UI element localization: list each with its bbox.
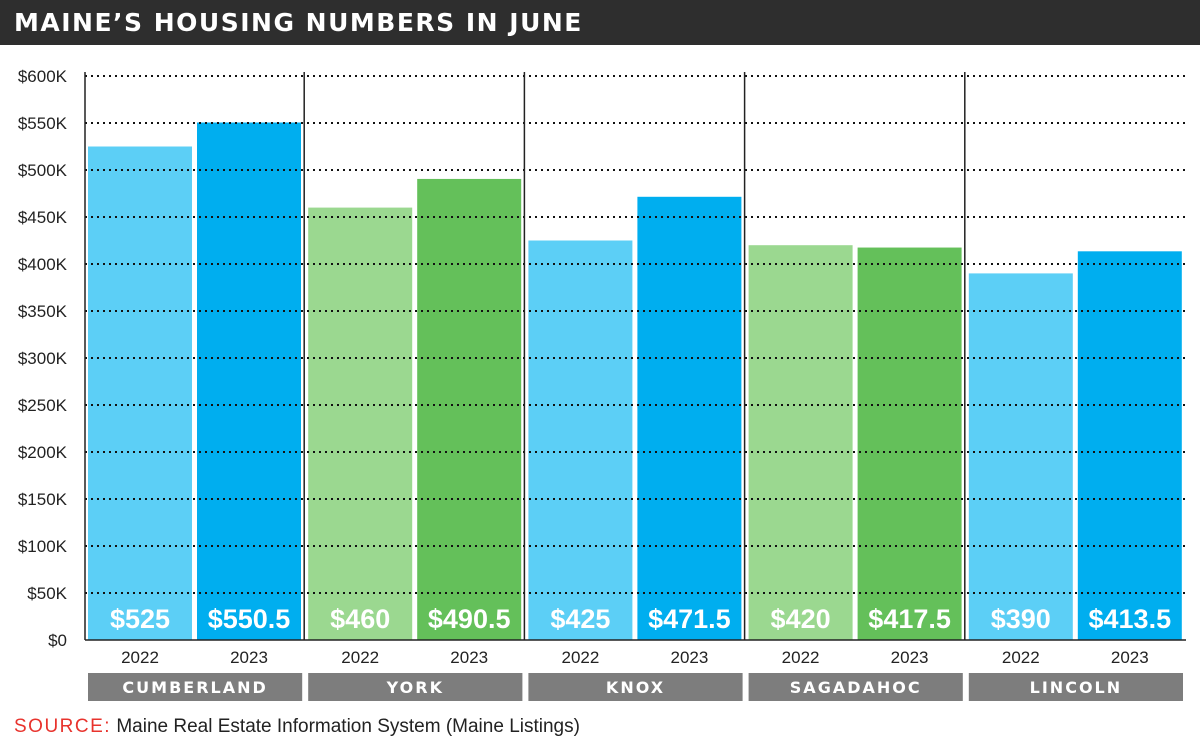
bar-value-label: $425 xyxy=(550,604,610,634)
bar-knox-2023 xyxy=(637,196,742,641)
bar-york-2022 xyxy=(308,207,413,640)
bar-lincoln-2022 xyxy=(968,273,1073,640)
x-year-label: 2022 xyxy=(782,648,820,667)
y-tick-label: $400K xyxy=(18,255,68,274)
x-year-label: 2023 xyxy=(670,648,708,667)
y-tick-label: $200K xyxy=(18,443,68,462)
y-tick-label: $500K xyxy=(18,161,68,180)
y-tick-label: $350K xyxy=(18,302,68,321)
bar-knox-2022 xyxy=(528,240,633,640)
bar-value-label: $490.5 xyxy=(428,604,511,634)
x-year-label: 2023 xyxy=(450,648,488,667)
x-year-label: 2022 xyxy=(561,648,599,667)
group-label: YORK xyxy=(386,678,444,697)
title-bar: MAINE’S HOUSING NUMBERS IN JUNE xyxy=(0,0,1200,45)
group-label: LINCOLN xyxy=(1030,678,1122,697)
source-label: SOURCE: xyxy=(14,716,112,737)
x-year-label: 2023 xyxy=(891,648,929,667)
source-text: Maine Real Estate Information System (Ma… xyxy=(116,716,580,737)
y-tick-label: $600K xyxy=(18,67,68,86)
x-year-label: 2023 xyxy=(1111,648,1149,667)
y-tick-label: $550K xyxy=(18,114,68,133)
bar-value-label: $550.5 xyxy=(208,604,291,634)
bar-sagadahoc-2023 xyxy=(857,247,962,641)
y-tick-label: $300K xyxy=(18,349,68,368)
group-label-bg xyxy=(968,673,1183,701)
group-label-bg xyxy=(748,673,963,701)
x-year-label: 2022 xyxy=(341,648,379,667)
group-label-bg xyxy=(88,673,303,701)
group-label-bg xyxy=(528,673,743,701)
bar-cumberland-2023 xyxy=(197,122,301,640)
group-label-bg xyxy=(308,673,523,701)
x-year-label: 2022 xyxy=(121,648,159,667)
group-label: SAGADAHOC xyxy=(790,678,922,697)
bar-value-label: $413.5 xyxy=(1089,604,1172,634)
bar-cumberland-2022 xyxy=(88,146,192,640)
bar-value-label: $417.5 xyxy=(868,604,951,634)
group-label: KNOX xyxy=(606,678,665,697)
y-tick-label: $100K xyxy=(18,537,68,556)
bar-value-label: $390 xyxy=(991,604,1051,634)
group-label: CUMBERLAND xyxy=(122,678,267,697)
bar-value-label: $460 xyxy=(330,604,390,634)
bar-value-label: $525 xyxy=(110,604,170,634)
x-year-label: 2023 xyxy=(230,648,268,667)
y-tick-label: $250K xyxy=(18,396,68,415)
y-tick-label: $0 xyxy=(48,631,67,650)
bar-lincoln-2023 xyxy=(1077,251,1182,640)
bar-york-2023 xyxy=(417,178,522,640)
bar-chart: $0 $50K $100K $150K $200K $250K $300K $350K $400… xyxy=(18,67,1186,701)
bar-value-label: $471.5 xyxy=(648,604,731,634)
chart-title: MAINE’S HOUSING NUMBERS IN JUNE xyxy=(14,8,583,37)
bar-value-label: $420 xyxy=(771,604,831,634)
y-tick-label: $150K xyxy=(18,490,68,509)
x-year-label: 2022 xyxy=(1002,648,1040,667)
bar-sagadahoc-2022 xyxy=(748,245,853,640)
source-line: SOURCE: Maine Real Estate Information Sy… xyxy=(14,716,580,738)
y-tick-label: $450K xyxy=(18,208,68,227)
y-tick-label: $50K xyxy=(27,584,67,603)
